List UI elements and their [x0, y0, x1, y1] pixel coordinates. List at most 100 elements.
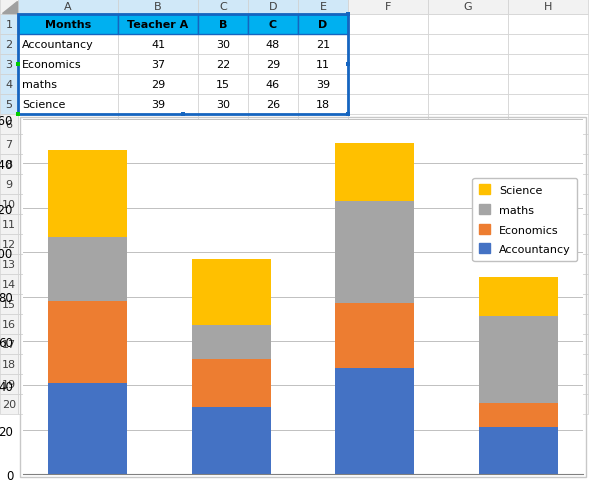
- Bar: [0, 0, 18, 15]
- Bar: [118, 334, 198, 354]
- Bar: [428, 354, 508, 374]
- Bar: [508, 274, 588, 294]
- Text: 16: 16: [2, 319, 16, 329]
- Text: D: D: [269, 2, 277, 13]
- Bar: [348, 334, 428, 354]
- Bar: [298, 314, 348, 334]
- Bar: [508, 0, 588, 15]
- Bar: [18, 255, 118, 274]
- Bar: [348, 294, 428, 314]
- Bar: [298, 374, 348, 394]
- Bar: [198, 334, 248, 354]
- Bar: [348, 394, 428, 414]
- Text: 39: 39: [316, 80, 330, 90]
- Bar: [118, 55, 198, 75]
- Text: 2: 2: [5, 40, 13, 50]
- Bar: [248, 294, 298, 314]
- Bar: [18, 354, 118, 374]
- Bar: [0, 195, 18, 214]
- Bar: [0, 15, 18, 35]
- Bar: [18, 95, 118, 115]
- Text: Teacher A: Teacher A: [127, 20, 189, 30]
- Bar: [118, 155, 198, 175]
- Bar: [298, 334, 348, 354]
- Text: 1: 1: [5, 20, 13, 30]
- Bar: [508, 95, 588, 115]
- Text: Science: Science: [22, 100, 65, 110]
- Bar: [198, 95, 248, 115]
- Text: 26: 26: [266, 100, 280, 110]
- Bar: [348, 235, 428, 255]
- Bar: [0, 115, 18, 135]
- Bar: [16, 63, 20, 67]
- Text: C: C: [219, 2, 227, 13]
- Bar: [248, 314, 298, 334]
- Bar: [0, 354, 18, 374]
- Text: 29: 29: [266, 60, 280, 70]
- Bar: [198, 314, 248, 334]
- Bar: [16, 113, 20, 117]
- Bar: [198, 255, 248, 274]
- Bar: [428, 75, 508, 95]
- Bar: [0, 155, 18, 175]
- Bar: [428, 294, 508, 314]
- Bar: [479, 317, 558, 403]
- Text: 11: 11: [316, 60, 330, 70]
- Text: 21: 21: [316, 40, 330, 50]
- Bar: [508, 374, 588, 394]
- Text: F: F: [385, 2, 391, 13]
- Bar: [248, 274, 298, 294]
- Bar: [428, 274, 508, 294]
- Bar: [248, 0, 298, 15]
- Bar: [335, 368, 414, 474]
- Text: 19: 19: [2, 379, 16, 389]
- Bar: [248, 135, 298, 155]
- Bar: [198, 235, 248, 255]
- Bar: [298, 394, 348, 414]
- Bar: [348, 55, 428, 75]
- Bar: [192, 259, 271, 326]
- Bar: [48, 302, 127, 383]
- Bar: [298, 55, 348, 75]
- Bar: [198, 35, 248, 55]
- Text: 30: 30: [216, 40, 230, 50]
- Text: 12: 12: [2, 240, 16, 249]
- Bar: [428, 135, 508, 155]
- Text: 4: 4: [5, 80, 13, 90]
- Bar: [335, 144, 414, 202]
- Text: 5: 5: [5, 100, 13, 110]
- Bar: [198, 55, 248, 75]
- Bar: [18, 314, 118, 334]
- Text: B: B: [154, 2, 162, 13]
- Bar: [298, 135, 348, 155]
- Bar: [348, 15, 428, 35]
- Bar: [0, 255, 18, 274]
- Bar: [248, 214, 298, 235]
- Bar: [348, 75, 428, 95]
- Bar: [298, 155, 348, 175]
- Bar: [508, 75, 588, 95]
- Bar: [18, 35, 118, 55]
- Bar: [508, 175, 588, 195]
- Text: 29: 29: [151, 80, 165, 90]
- Bar: [298, 15, 348, 35]
- Bar: [18, 15, 118, 35]
- Bar: [248, 35, 298, 55]
- Bar: [0, 374, 18, 394]
- Bar: [18, 0, 118, 15]
- Bar: [348, 155, 428, 175]
- Text: D: D: [318, 20, 327, 30]
- Bar: [298, 75, 348, 95]
- Bar: [18, 235, 118, 255]
- Bar: [428, 374, 508, 394]
- Text: 37: 37: [151, 60, 165, 70]
- Bar: [508, 294, 588, 314]
- Bar: [198, 294, 248, 314]
- Text: Accountancy: Accountancy: [22, 40, 93, 50]
- Bar: [248, 374, 298, 394]
- Bar: [118, 235, 198, 255]
- Bar: [0, 334, 18, 354]
- Bar: [0, 214, 18, 235]
- Bar: [118, 135, 198, 155]
- Bar: [198, 115, 248, 135]
